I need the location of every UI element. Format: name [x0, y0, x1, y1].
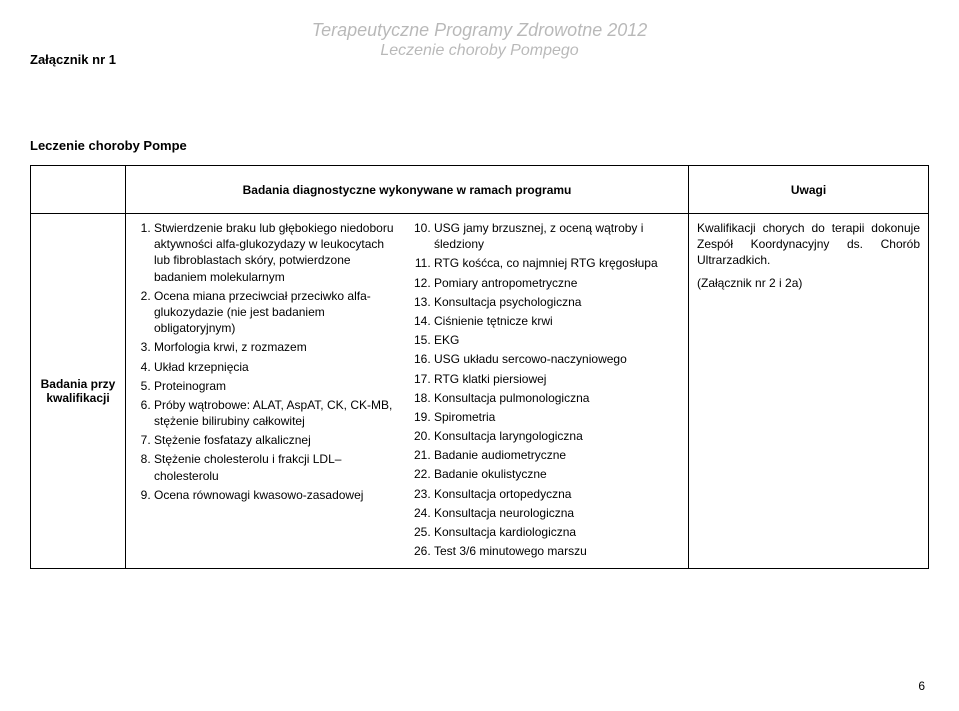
list-item: Konsultacja kardiologiczna	[434, 524, 680, 540]
header-line-1: Terapeutyczne Programy Zdrowotne 2012	[30, 20, 929, 41]
section-title: Leczenie choroby Pompe	[30, 138, 929, 153]
list-item: Konsultacja laryngologiczna	[434, 428, 680, 444]
uwagi-p2: (Załącznik nr 2 i 2a)	[697, 275, 920, 291]
list-item: Stężenie fosfatazy alkalicznej	[154, 432, 400, 448]
table-head-right: Uwagi	[689, 166, 929, 214]
list-item: Konsultacja psychologiczna	[434, 294, 680, 310]
page-header: Terapeutyczne Programy Zdrowotne 2012 Le…	[30, 20, 929, 60]
list-item: Pomiary antropometryczne	[434, 275, 680, 291]
header-line-2: Leczenie choroby Pompego	[30, 42, 929, 60]
list-item: Konsultacja ortopedyczna	[434, 486, 680, 502]
list-item: Spirometria	[434, 409, 680, 425]
list-item: RTG kośćca, co najmniej RTG kręgosłupa	[434, 255, 680, 271]
table-header-row: Badania diagnostyczne wykonywane w ramac…	[31, 166, 929, 214]
exam-list-a: Stwierdzenie braku lub głębokiego niedob…	[134, 220, 400, 503]
list-item: Ocena równowagi kwasowo-zasadowej	[154, 487, 400, 503]
list-item: Ciśnienie tętnicze krwi	[434, 313, 680, 329]
list-item: RTG klatki piersiowej	[434, 371, 680, 387]
attachment-label: Załącznik nr 1	[30, 52, 116, 67]
list-item: EKG	[434, 332, 680, 348]
uwagi-p1: Kwalifikacji chorych do terapii dokonuje…	[697, 220, 920, 269]
list-item: Układ krzepnięcia	[154, 359, 400, 375]
table-row: Badania przy kwalifikacji Stwierdzenie b…	[31, 214, 929, 569]
uwagi-cell: Kwalifikacji chorych do terapii dokonuje…	[689, 214, 929, 569]
table-head-mid: Badania diagnostyczne wykonywane w ramac…	[126, 166, 689, 214]
exam-list-b: USG jamy brzusznej, z oceną wątroby i śl…	[414, 220, 680, 559]
list-item: Próby wątrobowe: ALAT, AspAT, CK, CK-MB,…	[154, 397, 400, 429]
list-item: Ocena miana przeciwciał przeciwko alfa-g…	[154, 288, 400, 337]
list-item: Konsultacja neurologiczna	[434, 505, 680, 521]
list-item: Proteinogram	[154, 378, 400, 394]
list-item: Stwierdzenie braku lub głębokiego niedob…	[154, 220, 400, 285]
list-item: Badanie audiometryczne	[434, 447, 680, 463]
list-item: Morfologia krwi, z rozmazem	[154, 339, 400, 355]
examinations-cell: Stwierdzenie braku lub głębokiego niedob…	[126, 214, 689, 569]
list-item: Stężenie cholesterolu i frakcji LDL–chol…	[154, 451, 400, 483]
table-head-left	[31, 166, 126, 214]
diagnostic-table: Badania diagnostyczne wykonywane w ramac…	[30, 165, 929, 569]
list-item: USG jamy brzusznej, z oceną wątroby i śl…	[434, 220, 680, 252]
list-item: Konsultacja pulmonologiczna	[434, 390, 680, 406]
list-item: Badanie okulistyczne	[434, 466, 680, 482]
list-item: Test 3/6 minutowego marszu	[434, 543, 680, 559]
page-number: 6	[918, 679, 925, 693]
row-label: Badania przy kwalifikacji	[31, 214, 126, 569]
list-item: USG układu sercowo-naczyniowego	[434, 351, 680, 367]
